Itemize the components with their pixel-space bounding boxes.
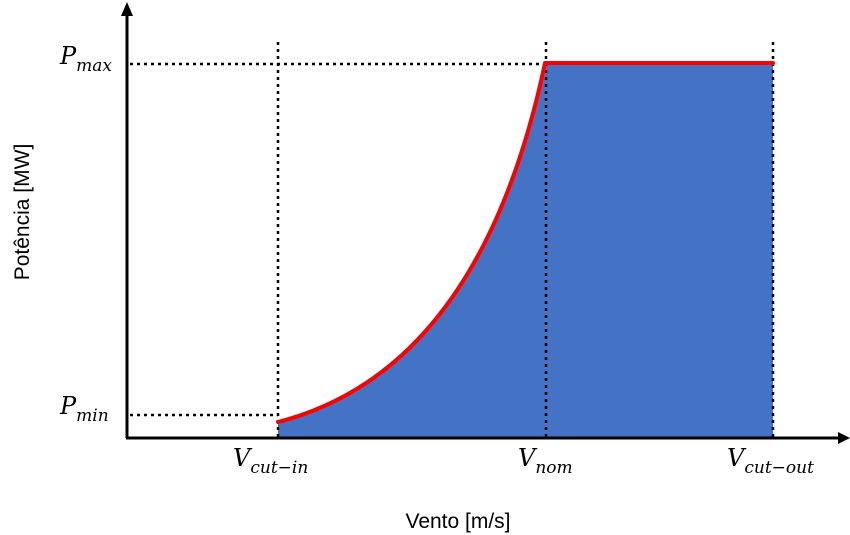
power-area-fill [278, 63, 773, 438]
x-axis-title: Vento [m/s] [405, 510, 510, 533]
y-axis-arrow [121, 2, 133, 16]
ytick-pmax: Pmax [59, 42, 112, 76]
axes [125, 14, 842, 440]
xtick-vcutin: Vcut−in [233, 444, 308, 478]
y-axis-title: Potência [MW] [11, 144, 34, 281]
xtick-vcutout: Vcut−out [727, 444, 814, 478]
x-axis-arrow [838, 432, 850, 444]
guide-lines [130, 42, 775, 438]
power-curve [276, 61, 775, 424]
xtick-vnom: Vnom [518, 444, 573, 478]
ytick-pmin: Pmin [59, 392, 109, 426]
